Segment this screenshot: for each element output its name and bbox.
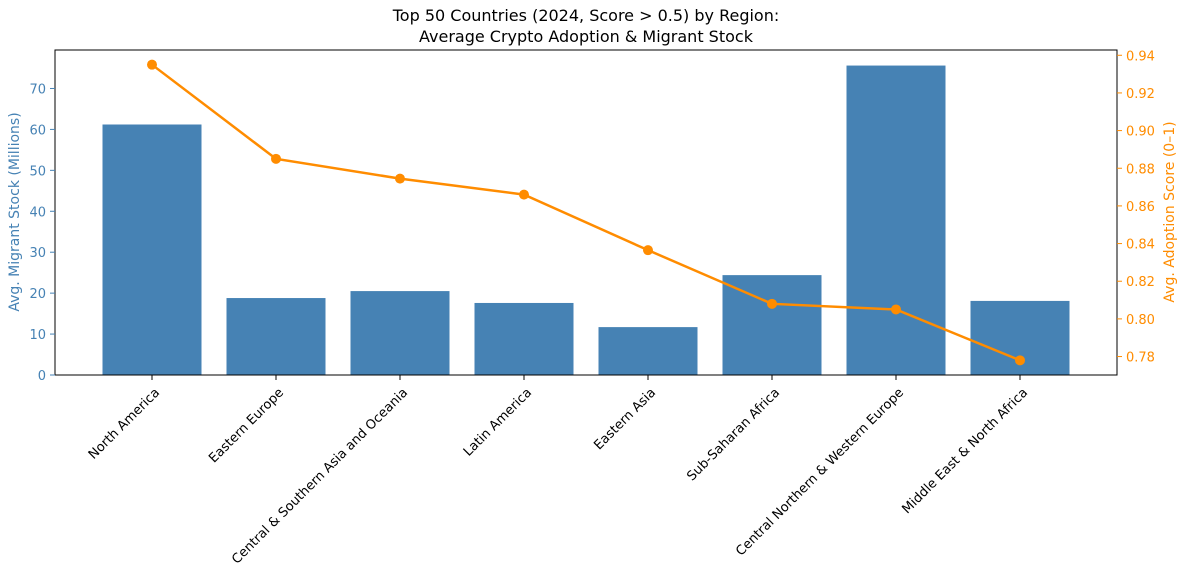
point-eastern-asia [643,245,653,256]
right-tick-label: 0.84 [1126,238,1155,253]
x-tick-label-north-america: North America [86,385,163,462]
chart-title-line2: Average Crypto Adoption & Migrant Stock [419,27,754,46]
x-tick-label-eastern-europe: Eastern Europe [206,385,287,466]
left-axis-label: Avg. Migrant Stock (Millions) [7,112,23,311]
right-tick-label: 0.90 [1126,125,1155,140]
point-latin-america [519,189,529,200]
left-tick-label: 50 [29,164,46,179]
right-tick-label: 0.86 [1126,200,1155,215]
point-north-america [147,59,157,70]
left-tick-label: 0 [38,369,46,384]
point-central-northern-and-western-europe [891,304,901,315]
right-tick-label: 0.92 [1126,87,1155,102]
bar-series [102,65,1070,376]
bar-central-northern-and-western-europe [846,65,946,376]
x-tick-label-eastern-asia: Eastern Asia [591,385,659,453]
x-tick-label-latin-america: Latin America [461,385,535,459]
x-tick-label-middle-east-and-north-africa: Middle East & North Africa [899,385,1031,517]
bar-north-america [102,124,202,376]
plot-frame [54,49,1118,376]
bar-sub-saharan-africa [722,275,822,375]
left-axis: 0 10 20 30 40 50 60 70 [29,82,55,384]
point-sub-saharan-africa [767,298,777,309]
adoption-score-line [151,63,1021,362]
bar-latin-america [474,302,574,375]
chart-title-line1: Top 50 Countries (2024, Score > 0.5) by … [392,6,780,25]
left-tick-label: 60 [29,123,46,138]
left-tick-label: 40 [29,205,46,220]
right-tick-label: 0.82 [1126,275,1155,290]
right-axis-label: Avg. Adoption Score (0–1) [1162,121,1178,302]
left-tick-label: 30 [29,246,46,261]
right-tick-label: 0.80 [1126,313,1155,328]
point-eastern-europe [271,153,281,164]
left-tick-label: 20 [29,287,46,302]
right-axis: 0.78 0.80 0.82 0.84 0.86 0.88 0.90 0.92 0.94 [1117,49,1155,366]
left-tick-label: 70 [29,82,46,97]
right-tick-label: 0.88 [1126,162,1155,177]
right-tick-label: 0.78 [1126,351,1155,366]
right-tick-label: 0.94 [1126,49,1155,64]
bar-central-and-southern-asia-and-oceania [350,291,450,375]
bar-eastern-europe [226,298,326,375]
bar-eastern-asia [598,327,698,375]
left-tick-label: 10 [29,328,46,343]
x-tick-label-sub-saharan-africa: Sub-Saharan Africa [684,385,783,484]
line-series [147,59,1025,366]
point-middle-east-and-north-africa [1015,355,1025,366]
point-central-and-southern-asia-and-oceania [395,173,405,184]
